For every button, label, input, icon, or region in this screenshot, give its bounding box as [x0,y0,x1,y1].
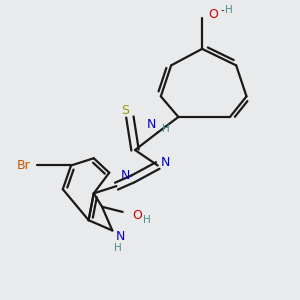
Text: N: N [121,169,130,182]
Text: H: H [225,5,233,15]
Text: H: H [162,124,170,134]
Text: H: H [114,242,122,253]
Text: H: H [143,215,151,225]
Text: N: N [147,118,156,131]
Text: O: O [132,208,142,221]
Text: O: O [208,8,218,21]
Text: N: N [116,230,125,243]
Text: S: S [121,104,129,117]
Text: N: N [161,156,170,169]
Text: Br: Br [17,159,31,172]
Text: -: - [221,5,224,15]
